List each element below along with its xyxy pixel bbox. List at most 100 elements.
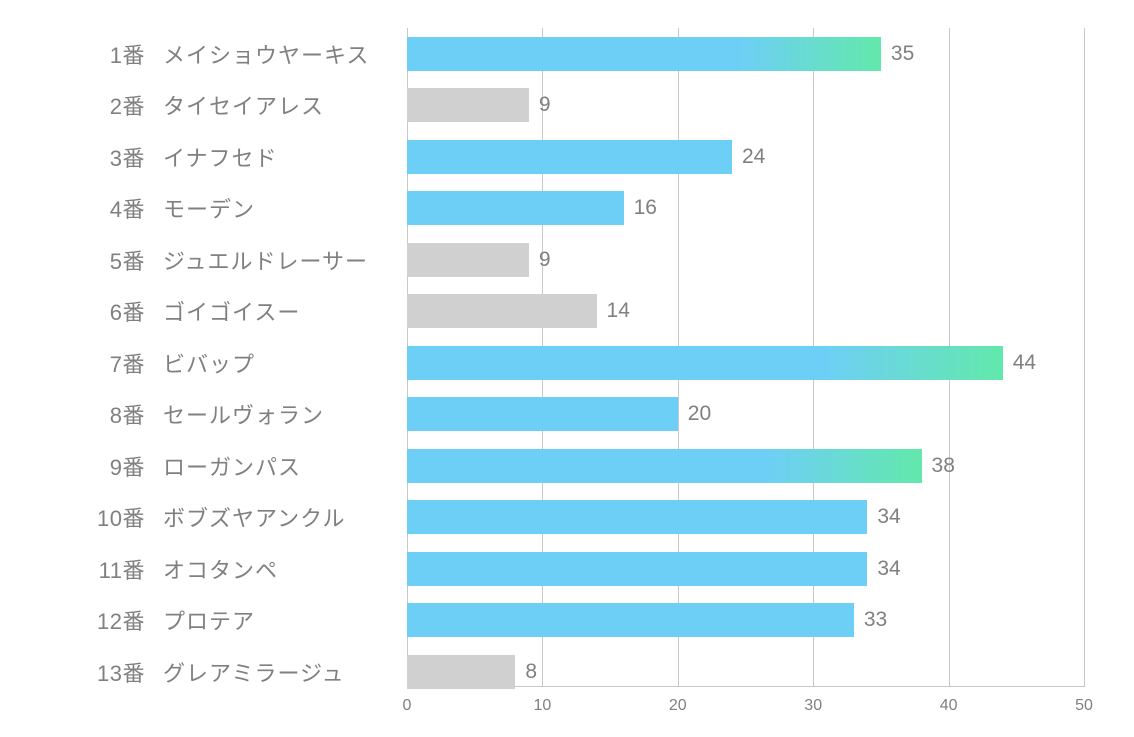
- row-label-area: 11番オコタンペ: [50, 553, 407, 585]
- bar: 8: [407, 655, 515, 689]
- entry-number: 1番: [50, 38, 145, 70]
- row-label-area: 10番ボブズヤアンクル: [50, 501, 407, 533]
- chart-row: 11番オコタンペ34: [50, 543, 1084, 595]
- row-label-area: 7番ビバップ: [50, 347, 407, 379]
- horizontal-bar-chart: 01020304050 1番メイショウヤーキス352番タイセイアレス93番イナフ…: [0, 0, 1134, 737]
- row-label-area: 1番メイショウヤーキス: [50, 38, 407, 70]
- tick-label: 0: [403, 697, 412, 715]
- bar-area: 8: [407, 646, 1084, 698]
- entry-number: 6番: [50, 295, 145, 327]
- entry-number: 5番: [50, 244, 145, 276]
- row-label-area: 13番グレアミラージュ: [50, 656, 407, 688]
- entry-name: タイセイアレス: [145, 89, 324, 121]
- bar-value: 8: [525, 660, 537, 684]
- entry-name: ビバップ: [145, 347, 255, 379]
- entry-number: 13番: [50, 656, 145, 688]
- entry-number: 12番: [50, 604, 145, 636]
- bar-value: 9: [539, 248, 551, 272]
- bar-area: 9: [407, 80, 1084, 132]
- bar-area: 34: [407, 492, 1084, 544]
- row-label-area: 12番プロテア: [50, 604, 407, 636]
- entry-name: メイショウヤーキス: [145, 38, 369, 70]
- entry-number: 7番: [50, 347, 145, 379]
- entry-name: オコタンペ: [145, 553, 278, 585]
- chart-row: 8番セールヴォラン20: [50, 389, 1084, 441]
- entry-number: 8番: [50, 398, 145, 430]
- bar-value: 9: [539, 93, 551, 117]
- chart-rows: 1番メイショウヤーキス352番タイセイアレス93番イナフセド244番モーデン16…: [50, 28, 1084, 698]
- bar-area: 16: [407, 183, 1084, 235]
- bar: 14: [407, 294, 597, 328]
- chart-row: 13番グレアミラージュ8: [50, 646, 1084, 698]
- entry-name: イナフセド: [145, 141, 278, 173]
- row-label-area: 2番タイセイアレス: [50, 89, 407, 121]
- entry-number: 2番: [50, 89, 145, 121]
- entry-name: ローガンパス: [145, 450, 301, 482]
- bar-area: 44: [407, 337, 1084, 389]
- chart-row: 4番モーデン16: [50, 183, 1084, 235]
- gridline: [1084, 28, 1085, 687]
- row-label-area: 8番セールヴォラン: [50, 398, 407, 430]
- bar: 9: [407, 243, 529, 277]
- entry-name: プロテア: [145, 604, 255, 636]
- row-label-area: 6番ゴイゴイスー: [50, 295, 407, 327]
- bar: 38: [407, 449, 922, 483]
- tick-label: 30: [804, 697, 822, 715]
- bar-value: 34: [877, 557, 900, 581]
- bar: 24: [407, 140, 732, 174]
- entry-name: モーデン: [145, 192, 255, 224]
- chart-row: 2番タイセイアレス9: [50, 80, 1084, 132]
- row-label-area: 3番イナフセド: [50, 141, 407, 173]
- bar-area: 38: [407, 440, 1084, 492]
- bar-value: 33: [864, 608, 887, 632]
- bar-value: 34: [877, 505, 900, 529]
- chart-row: 7番ビバップ44: [50, 337, 1084, 389]
- bar: 35: [407, 37, 881, 71]
- bar: 20: [407, 397, 678, 431]
- bar: 34: [407, 500, 867, 534]
- bar: 44: [407, 346, 1003, 380]
- bar-value: 24: [742, 145, 765, 169]
- chart-row: 12番プロテア33: [50, 595, 1084, 647]
- bar-area: 33: [407, 595, 1084, 647]
- chart-row: 6番ゴイゴイスー14: [50, 286, 1084, 338]
- chart-row: 3番イナフセド24: [50, 131, 1084, 183]
- bar-area: 20: [407, 389, 1084, 441]
- bar-area: 24: [407, 131, 1084, 183]
- chart-row: 9番ローガンパス38: [50, 440, 1084, 492]
- chart-row: 10番ボブズヤアンクル34: [50, 492, 1084, 544]
- entry-name: ゴイゴイスー: [145, 295, 300, 327]
- bar-value: 44: [1013, 351, 1036, 375]
- row-label-area: 4番モーデン: [50, 192, 407, 224]
- tick-label: 10: [533, 697, 551, 715]
- tick-label: 50: [1075, 697, 1093, 715]
- bar-value: 16: [634, 196, 657, 220]
- entry-number: 11番: [50, 553, 145, 585]
- bar: 9: [407, 88, 529, 122]
- tick-label: 20: [669, 697, 687, 715]
- bar: 16: [407, 191, 624, 225]
- tick-label: 40: [940, 697, 958, 715]
- bar-value: 14: [607, 299, 630, 323]
- bar-value: 20: [688, 402, 711, 426]
- bar-value: 35: [891, 42, 914, 66]
- bar-area: 35: [407, 28, 1084, 80]
- chart-row: 5番ジュエルドレーサー9: [50, 234, 1084, 286]
- entry-number: 10番: [50, 501, 145, 533]
- bar-area: 9: [407, 234, 1084, 286]
- chart-row: 1番メイショウヤーキス35: [50, 28, 1084, 80]
- row-label-area: 5番ジュエルドレーサー: [50, 244, 407, 276]
- entry-number: 9番: [50, 450, 145, 482]
- entry-number: 4番: [50, 192, 145, 224]
- row-label-area: 9番ローガンパス: [50, 450, 407, 482]
- entry-name: グレアミラージュ: [145, 656, 345, 688]
- entry-name: ボブズヤアンクル: [145, 501, 345, 533]
- entry-name: ジュエルドレーサー: [145, 244, 368, 276]
- bar-area: 14: [407, 286, 1084, 338]
- bar: 33: [407, 603, 854, 637]
- entry-name: セールヴォラン: [145, 398, 324, 430]
- bar: 34: [407, 552, 867, 586]
- bar-value: 38: [932, 454, 955, 478]
- entry-number: 3番: [50, 141, 145, 173]
- bar-area: 34: [407, 543, 1084, 595]
